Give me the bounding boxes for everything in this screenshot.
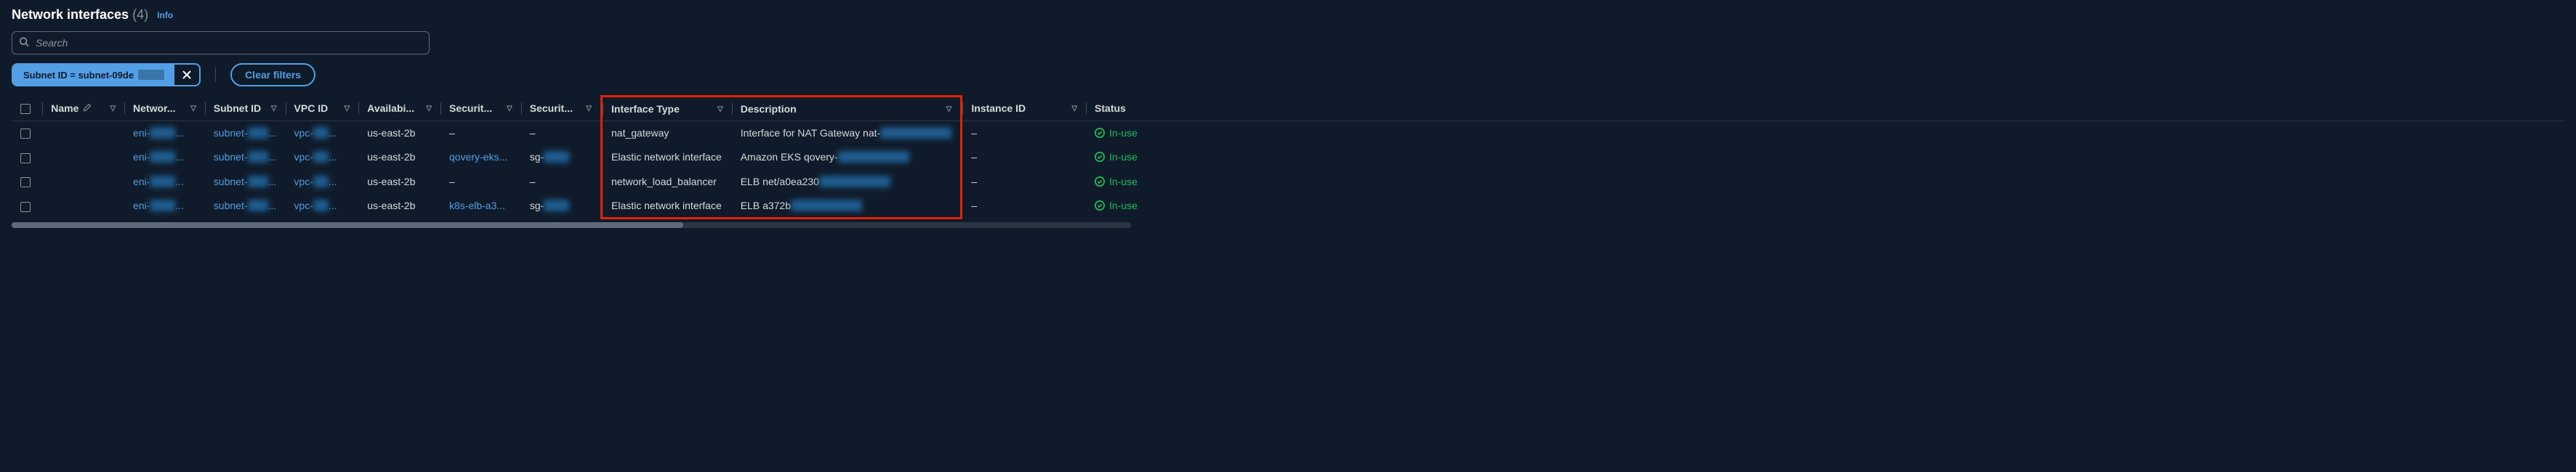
col-sg-name[interactable]: Securit...▽	[440, 97, 521, 121]
cell-instance: –	[962, 121, 1086, 145]
cell-description: Amazon EKS qovery-xxxxxxxxxxxxxx	[732, 145, 962, 169]
col-status[interactable]: Status	[1086, 97, 2564, 121]
cell-name	[42, 193, 124, 218]
col-subnet[interactable]: Subnet ID▽	[205, 97, 286, 121]
sort-icon[interactable]: ▽	[1071, 105, 1077, 113]
cell-status: In-use	[1086, 145, 2564, 169]
title-text: Network interfaces	[12, 7, 129, 22]
table-row[interactable]: eni-xxxxx...subnet-xxxx...vpc-xxx...us-e…	[12, 193, 2564, 218]
page-title: Network interfaces (4)	[12, 7, 148, 23]
cell-sg-name: –	[440, 169, 521, 193]
sort-icon[interactable]: ▽	[717, 105, 723, 113]
col-interface-type[interactable]: Interface Type▽	[602, 97, 732, 121]
info-link[interactable]: Info	[157, 10, 173, 20]
close-icon[interactable]	[174, 65, 199, 85]
cell-az: us-east-2b	[358, 121, 440, 145]
cell-name	[42, 145, 124, 169]
cell-status: In-use	[1086, 121, 2564, 145]
cell-vpc[interactable]: vpc-xxx...	[286, 169, 359, 193]
cell-az: us-east-2b	[358, 169, 440, 193]
cell-subnet[interactable]: subnet-xxxx...	[205, 121, 286, 145]
col-name[interactable]: Name ▽	[42, 97, 124, 121]
cell-interface-type: Elastic network interface	[602, 145, 732, 169]
col-az[interactable]: Availabi...▽	[358, 97, 440, 121]
horizontal-scrollbar[interactable]	[12, 222, 1131, 228]
network-interfaces-table: Name ▽ Networ...▽ Subn	[12, 95, 2564, 219]
row-checkbox[interactable]	[20, 177, 31, 187]
cell-sg[interactable]: sg-xxxxx	[521, 193, 602, 218]
cell-instance: –	[962, 193, 1086, 218]
cell-subnet[interactable]: subnet-xxxx...	[205, 169, 286, 193]
divider	[215, 68, 216, 82]
cell-name	[42, 169, 124, 193]
col-vpc[interactable]: VPC ID▽	[286, 97, 359, 121]
cell-description: ELB net/a0ea230xxxxxxxxxxxxxx	[732, 169, 962, 193]
cell-subnet[interactable]: subnet-xxxx...	[205, 193, 286, 218]
cell-interface-type: Elastic network interface	[602, 193, 732, 218]
cell-sg-name[interactable]: qovery-eks...	[440, 145, 521, 169]
sort-icon[interactable]: ▽	[507, 105, 512, 113]
cell-name	[42, 121, 124, 145]
cell-az: us-east-2b	[358, 193, 440, 218]
cell-vpc[interactable]: vpc-xxx...	[286, 193, 359, 218]
table-row[interactable]: eni-xxxxx...subnet-xxxx...vpc-xxx...us-e…	[12, 169, 2564, 193]
cell-interface-type: network_load_balancer	[602, 169, 732, 193]
cell-vpc[interactable]: vpc-xxx...	[286, 121, 359, 145]
sort-icon[interactable]: ▽	[345, 105, 350, 113]
table-row[interactable]: eni-xxxxx...subnet-xxxx...vpc-xxx...us-e…	[12, 121, 2564, 145]
col-description[interactable]: Description▽	[732, 97, 962, 121]
cell-eni[interactable]: eni-xxxxx...	[124, 169, 205, 193]
cell-instance: –	[962, 145, 1086, 169]
cell-subnet[interactable]: subnet-xxxx...	[205, 145, 286, 169]
table-header-row: Name ▽ Networ...▽ Subn	[12, 97, 2564, 121]
sort-icon[interactable]: ▽	[946, 105, 952, 113]
row-checkbox[interactable]	[20, 153, 31, 163]
sort-icon[interactable]: ▽	[190, 105, 196, 113]
table-wrap: Name ▽ Networ...▽ Subn	[12, 95, 2564, 228]
row-checkbox-cell[interactable]	[12, 169, 42, 193]
title-count: (4)	[132, 7, 148, 22]
cell-instance: –	[962, 169, 1086, 193]
cell-status: In-use	[1086, 169, 2564, 193]
cell-eni[interactable]: eni-xxxxx...	[124, 145, 205, 169]
cell-sg: –	[521, 169, 602, 193]
row-checkbox-cell[interactable]	[12, 121, 42, 145]
row-checkbox-cell[interactable]	[12, 145, 42, 169]
cell-status: In-use	[1086, 193, 2564, 218]
col-network[interactable]: Networ...▽	[124, 97, 205, 121]
sort-icon[interactable]: ▽	[271, 105, 277, 113]
table-row[interactable]: eni-xxxxx...subnet-xxxx...vpc-xxx...us-e…	[12, 145, 2564, 169]
cell-description: ELB a372bxxxxxxxxxxxxxx	[732, 193, 962, 218]
col-instance[interactable]: Instance ID▽	[962, 97, 1086, 121]
edit-icon[interactable]	[83, 102, 92, 114]
search-icon	[19, 37, 29, 49]
cell-description: Interface for NAT Gateway nat-xxxxxxxxxx…	[732, 121, 962, 145]
cell-interface-type: nat_gateway	[602, 121, 732, 145]
filter-chip-subnet[interactable]: Subnet ID = subnet-09de	[12, 63, 201, 86]
filter-chip-label: Subnet ID = subnet-09de	[13, 65, 174, 85]
cell-sg: –	[521, 121, 602, 145]
cell-sg[interactable]: sg-xxxxx	[521, 145, 602, 169]
cell-eni[interactable]: eni-xxxxx...	[124, 121, 205, 145]
sort-icon[interactable]: ▽	[110, 105, 116, 113]
row-checkbox[interactable]	[20, 202, 31, 212]
cell-sg-name: –	[440, 121, 521, 145]
cell-sg-name[interactable]: k8s-elb-a3...	[440, 193, 521, 218]
cell-vpc[interactable]: vpc-xxx...	[286, 145, 359, 169]
cell-az: us-east-2b	[358, 145, 440, 169]
row-checkbox-cell[interactable]	[12, 193, 42, 218]
select-all-checkbox[interactable]	[20, 104, 31, 114]
search-input[interactable]	[12, 31, 430, 54]
sort-icon[interactable]: ▽	[426, 105, 432, 113]
col-checkbox[interactable]	[12, 97, 42, 121]
clear-filters-button[interactable]: Clear filters	[230, 63, 315, 86]
row-checkbox[interactable]	[20, 129, 31, 139]
col-sg-ids[interactable]: Securit...▽	[521, 97, 602, 121]
sort-icon[interactable]: ▽	[586, 105, 592, 113]
cell-eni[interactable]: eni-xxxxx...	[124, 193, 205, 218]
